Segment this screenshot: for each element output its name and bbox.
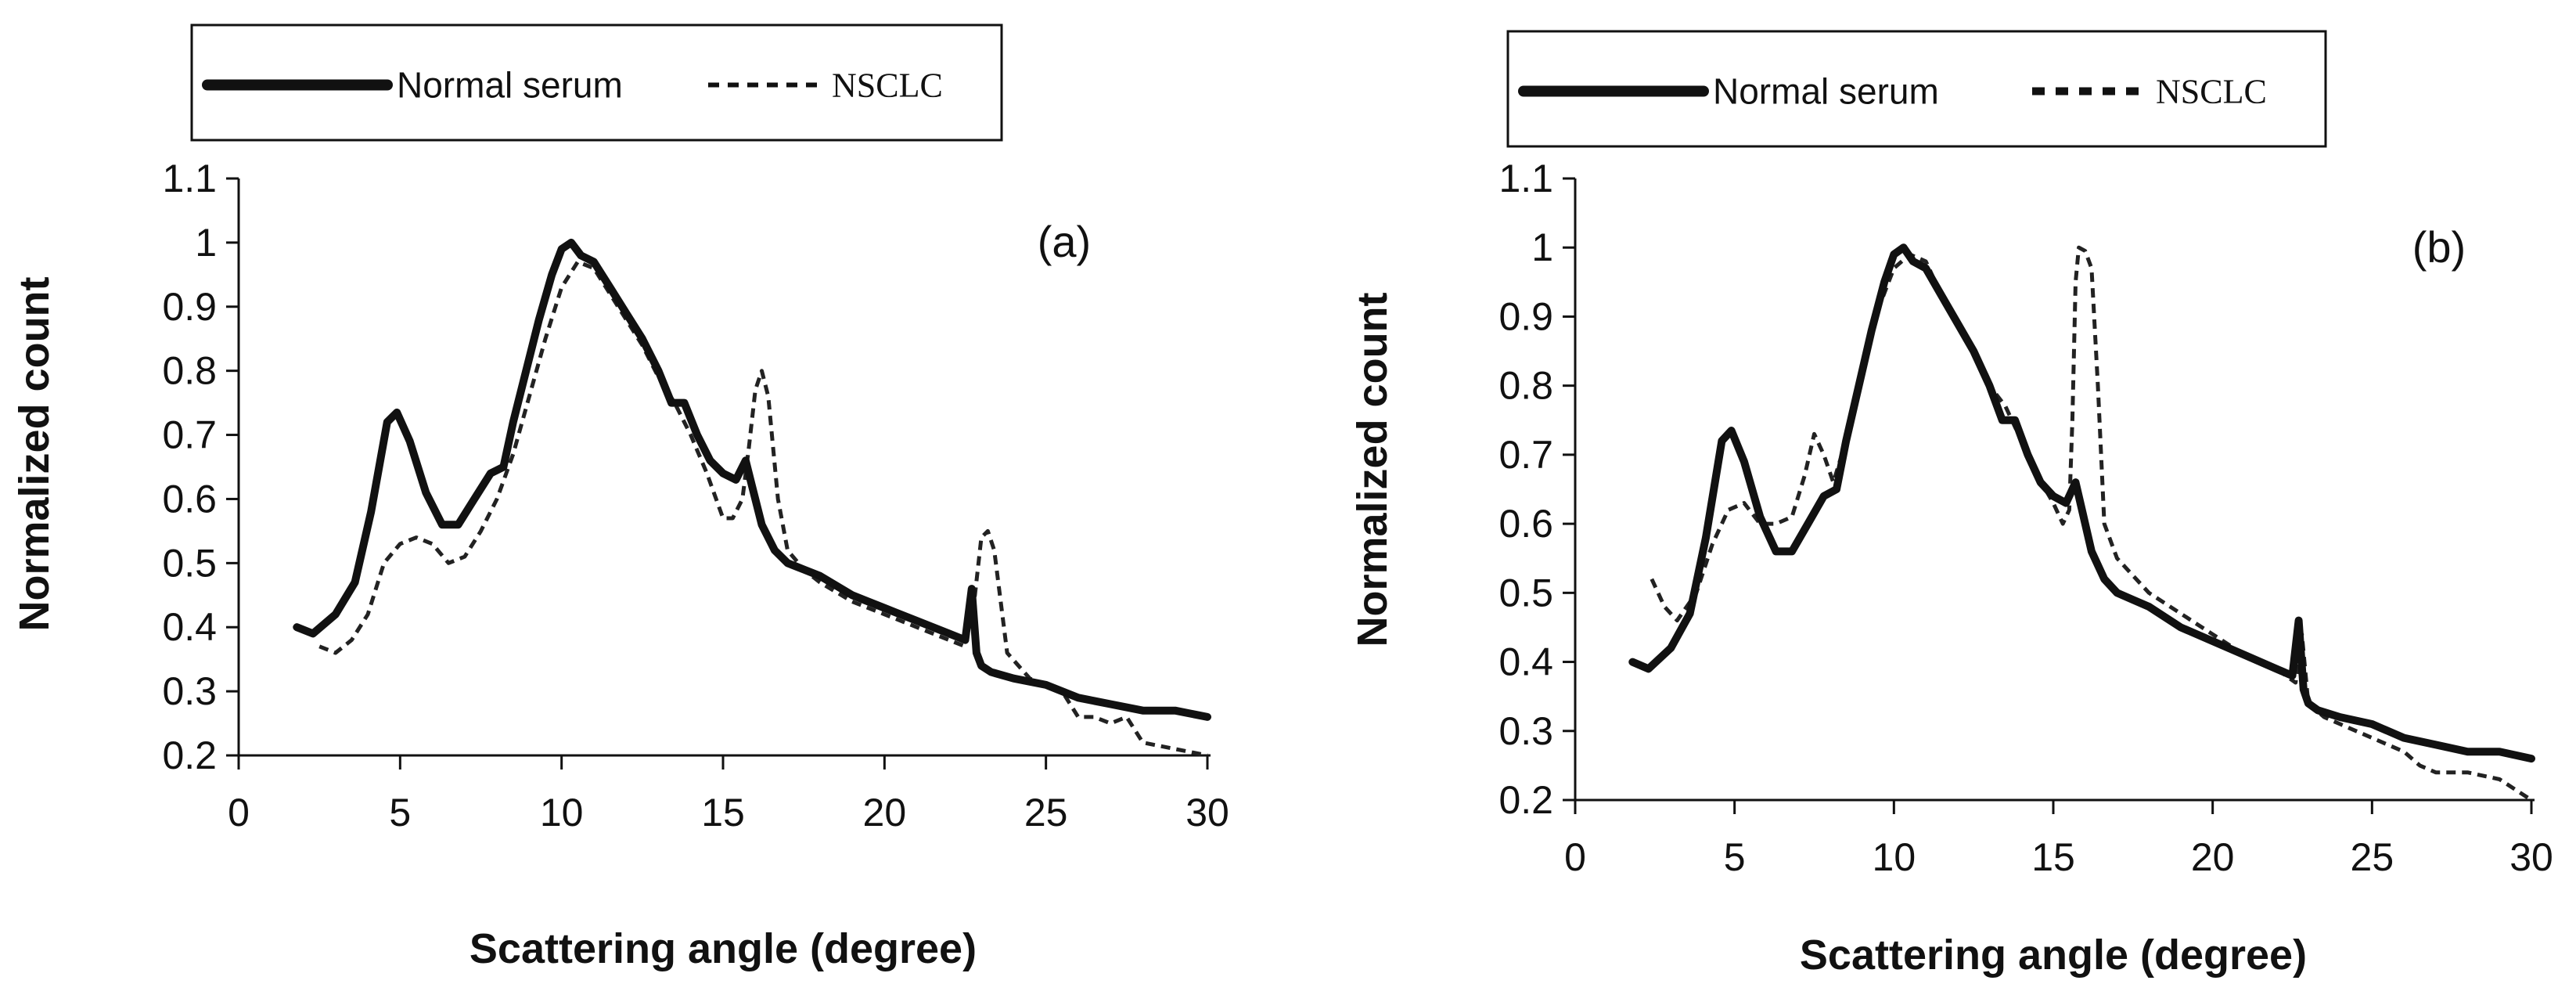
x-tick-label: 25: [1024, 791, 1068, 834]
y-tick-label: 0.7: [162, 413, 217, 457]
x-tick-label: 0: [1564, 835, 1586, 879]
legend: Normal serum NSCLC: [1506, 30, 2327, 148]
x-axis-title: Scattering angle (degree): [1800, 932, 2307, 979]
y-tick-label: 0.4: [162, 605, 217, 649]
x-tick-label: 20: [863, 791, 907, 834]
y-tick-label: 0.7: [1498, 433, 1553, 477]
x-tick-label: 10: [1873, 835, 1916, 879]
y-tick-label: 0.5: [162, 541, 217, 585]
x-tick-label: 10: [540, 791, 584, 834]
y-tick-label: 0.9: [1498, 294, 1553, 338]
x-tick-label: 30: [1185, 791, 1229, 834]
chart-panel-a: Normal serum NSCLC 0.2 0.3 0.4 0.5 0.6 0.7 0.8 0.…: [11, 23, 1229, 972]
series-line-nsclc: [318, 260, 1208, 758]
y-tick-label: 1.1: [1498, 157, 1553, 200]
x-axis-title: Scattering angle (degree): [470, 925, 977, 972]
y-tick-label: 1: [1531, 225, 1553, 269]
x-tick-label: 5: [389, 791, 411, 834]
legend-label-normal-serum: Normal serum: [397, 65, 623, 106]
y-tick-label: 0.8: [162, 349, 217, 393]
legend: Normal serum NSCLC: [190, 23, 1003, 142]
y-tick-label: 0.6: [162, 477, 217, 521]
legend-label-nsclc: NSCLC: [2156, 73, 2267, 111]
chart-panel-b: Normal serum NSCLC 0.2 0.3 0.4 0.5 0.6 0.7 0.8 0.…: [1349, 30, 2553, 979]
y-axis-title: Normalized count: [11, 276, 58, 631]
y-tick-label: 0.4: [1498, 640, 1553, 684]
y-tick-label: 0.8: [1498, 364, 1553, 408]
y-tick-label: 0.2: [162, 733, 217, 777]
y-tick-label: 0.2: [1498, 778, 1553, 822]
x-tick-label: 0: [228, 791, 250, 834]
series-line-nsclc: [1650, 245, 2533, 802]
legend-label-nsclc: NSCLC: [832, 67, 943, 105]
y-tick-label: 0.3: [162, 669, 217, 713]
y-tick-label: 0.9: [162, 285, 217, 329]
x-tick-label: 5: [1724, 835, 1746, 879]
y-tick-label: 1.1: [162, 157, 217, 200]
x-tick-label: 25: [2351, 835, 2394, 879]
y-tick-label: 1: [195, 221, 217, 265]
series-line-normal-serum: [293, 238, 1211, 721]
y-tick-label: 0.6: [1498, 502, 1553, 546]
panel-label: (b): [2412, 222, 2466, 272]
y-tick-label: 0.5: [1498, 571, 1553, 615]
x-tick-label: 20: [2191, 835, 2235, 879]
y-tick-label: 0.3: [1498, 709, 1553, 753]
y-axis-title: Normalized count: [1349, 292, 1396, 647]
x-tick-label: 30: [2509, 835, 2553, 879]
series-line-normal-serum: [1628, 243, 2535, 763]
x-tick-label: 15: [2031, 835, 2075, 879]
x-tick-label: 15: [701, 791, 745, 834]
legend-label-normal-serum: Normal serum: [1713, 71, 1939, 112]
panel-label: (a): [1038, 217, 1091, 266]
